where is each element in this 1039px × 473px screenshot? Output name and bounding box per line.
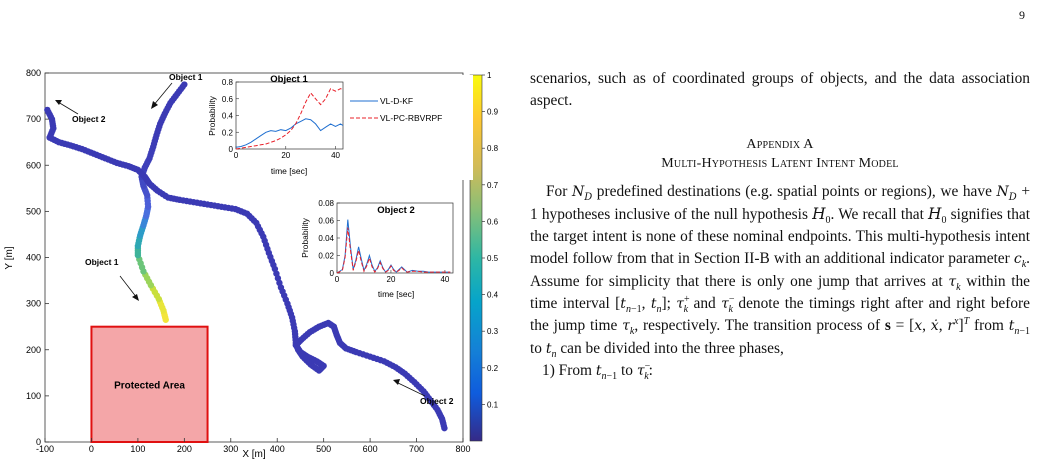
inset-object1: Object 1 0 20 40 0 0.2 0.4 0.6 0.8 time [sec] P… [203,74,473,180]
inset-object2: Object 2 0 20 40 0 0.02 0.04 0.06 0.08 time [se… [300,195,460,299]
appendix-label: Appendix A [746,136,814,152]
annotation-arrow-object2-bottom [395,381,426,397]
inset-y-tick-label: 0.6 [222,95,234,104]
x-tick-label: 800 [455,444,470,454]
inset-x-tick-label: 40 [331,151,340,160]
colorbar-tick-label: 0.4 [487,291,499,300]
inset-x-tick-label: 0 [234,151,239,160]
inset-y-tick-label: 0.4 [222,112,234,121]
y-tick-label: 500 [26,206,41,216]
main-x-label: X [m] [242,449,266,460]
annotation-object1-bottom: Object 1 [85,257,119,267]
inset-y-tick-label: 0.04 [318,234,334,243]
y-tick-label: 400 [26,253,41,263]
protected-area [90,325,209,443]
inset2-ticks: 0 20 40 0 0.02 0.04 0.06 0.08 [318,199,449,284]
y-tick-label: 200 [26,345,41,355]
inset1-frame [235,81,344,150]
series-line-vl-pc-rbvrpf [235,88,344,150]
inset1-legend: VL-D-KF VL-PC-RBVRPF [350,96,442,123]
inset-x-tick-label: 20 [387,275,396,284]
colorbar-tick-label: 0.1 [487,400,499,409]
inset2-x-label: time [sec] [378,289,414,299]
annotation-arrow-object2-top [57,101,79,115]
inset2-y-label: Probability [300,217,310,257]
legend-label-vl-d-kf: VL-D-KF [380,96,413,106]
annotation-arrowhead-object1-top [151,101,158,109]
text-column: scenarios, such as of coordinated groups… [530,68,1030,382]
inset-x-tick-label: 20 [281,151,290,160]
inset-y-tick-label: 0.06 [318,217,334,226]
series-line-vl-pc-rbvrpf [336,227,451,274]
colorbar-ticks: 0.1 0.2 0.3 0.4 0.5 0.6 0.7 0.8 0.9 1 [482,71,499,409]
trajectory-1-point [181,81,188,88]
paragraph-1: scenarios, such as of coordinated groups… [530,70,1030,110]
colorbar-tick-label: 0.5 [487,254,499,263]
annotation-arrowhead-object2-top [55,100,62,105]
inset1-title: Object 1 [270,74,308,85]
series-line-vl-d-kf [235,118,344,148]
annotation-object2-bottom: Object 2 [420,396,454,406]
y-tick-label: 300 [26,299,41,309]
y-tick-label: 600 [26,160,41,170]
inset1-ticks: 0 20 40 0 0.2 0.4 0.6 0.8 [222,78,341,160]
annotation-object2-top: Object 2 [72,114,106,124]
x-tick-label: 400 [270,444,285,454]
colorbar-tick-label: 0.8 [487,144,499,153]
appendix-title: Multi-Hypothesis Latent Intent Model [661,155,899,171]
annotation-arrowhead-object1-bottom [132,294,139,301]
main-y-label: Y [m] [4,246,15,269]
annotation-object1-top: Object 1 [169,72,203,82]
annotation-arrow-object1-top [152,82,173,107]
inset-y-tick-label: 0 [229,145,234,154]
x-tick-label: 200 [177,444,192,454]
inset2-title: Object 2 [377,205,415,216]
legend-label-vl-pc-rbvrpf: VL-PC-RBVRPF [380,113,442,123]
appendix-heading: Appendix A Multi-Hypothesis Latent Inten… [530,135,1030,173]
inset1-y-label: Probability [207,95,217,135]
y-tick-label: 800 [26,68,41,78]
annotation-arrowhead-object2-bottom [393,379,400,385]
annotation-arrow-object1-bottom [119,275,138,299]
inset-y-tick-label: 0.08 [318,199,334,208]
inset-y-tick-label: 0.02 [318,252,334,261]
inset2-series [336,219,451,274]
x-tick-label: 600 [363,444,378,454]
inset-x-tick-label: 0 [335,275,340,284]
x-tick-label: 0 [89,444,94,454]
inset-y-tick-label: 0.2 [222,128,234,137]
y-tick-label: 0 [36,437,41,447]
x-tick-label: 700 [409,444,424,454]
inset-x-tick-label: 40 [440,275,449,284]
inset1-series [235,88,344,150]
colorbar-tick-label: 0.6 [487,217,499,226]
colorbar-tick-label: 1 [487,71,492,80]
colorbar-tick-label: 0.7 [487,181,499,190]
main-axis-ticks: -100 0 100 200 300 400 500 600 700 80001002003004… [26,68,471,454]
paragraph-2: For ND predefined destinations (e.g. spa… [530,182,1030,360]
inset-y-tick-label: 0 [330,269,335,278]
inset-y-tick-label: 0.8 [222,78,234,87]
step-1: 1) From tn−1 to τ−k: [542,360,653,383]
colorbar-tick-label: 0.3 [487,327,499,336]
trajectories [44,81,448,432]
x-tick-label: 100 [130,444,145,454]
colorbar-tick-label: 0.2 [487,364,499,373]
colorbar: 0.1 0.2 0.3 0.4 0.5 0.6 0.7 0.8 0.9 1 [469,71,499,442]
x-tick-label: 500 [316,444,331,454]
protected-area-label: Protected Area [114,380,185,391]
colorbar-tick-label: 0.9 [487,108,499,117]
page-number: 9 [1019,8,1025,22]
y-tick-label: 100 [26,391,41,401]
figure: Protected Area -100 0 100 200 300 400 500 600 70… [4,68,499,460]
trajectory-2-point [44,106,51,114]
y-tick-label: 700 [26,114,41,124]
x-tick-label: -100 [36,444,54,454]
inset1-x-label: time [sec] [271,166,307,176]
x-tick-label: 300 [223,444,238,454]
